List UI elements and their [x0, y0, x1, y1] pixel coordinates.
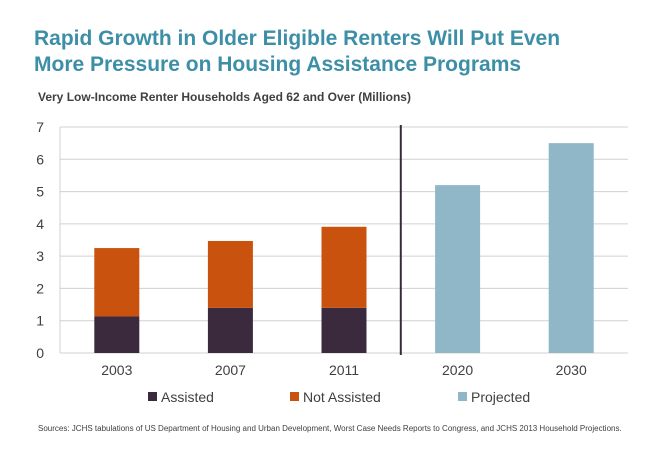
legend-swatch	[290, 392, 299, 401]
y-tick-label: 6	[36, 151, 44, 167]
bar-not-assisted-2003	[94, 248, 140, 317]
legend-swatch	[458, 392, 467, 401]
bar-not-assisted-2011	[321, 226, 367, 308]
legend-label: Projected	[471, 389, 531, 405]
x-tick-label: 2020	[442, 362, 473, 378]
bar-not-assisted-2007	[207, 240, 253, 308]
chart-title-line-1: Rapid Growth in Older Eligible Renters W…	[34, 27, 561, 50]
legend-swatch	[148, 392, 157, 401]
y-tick-label: 3	[36, 248, 44, 264]
y-tick-label: 7	[36, 119, 44, 135]
bar-assisted-2011	[321, 307, 367, 353]
y-tick-label: 0	[36, 345, 44, 361]
source-note: Sources: JCHS tabulations of US Departme…	[38, 424, 622, 433]
chart-subtitle: Very Low-Income Renter Households Aged 6…	[38, 90, 411, 104]
legend-label: Not Assisted	[303, 389, 381, 405]
y-tick-label: 5	[36, 184, 44, 200]
y-tick-label: 4	[36, 216, 44, 232]
bar-assisted-2003	[94, 316, 140, 353]
x-tick-label: 2011	[329, 362, 359, 378]
chart-title-line-2: More Pressure on Housing Assistance Prog…	[34, 53, 522, 76]
x-tick-label: 2003	[101, 362, 132, 378]
bar-projected-2020	[435, 185, 481, 353]
legend-item-not-assisted: Not Assisted	[290, 388, 381, 406]
chart-legend: Assisted Not Assisted Projected	[0, 388, 669, 408]
y-tick-label: 2	[36, 280, 44, 296]
legend-item-assisted: Assisted	[148, 388, 214, 406]
bar-chart: 0 1 2 3 4 5 6 7 2003 2007 2011 2020 2030	[36, 119, 628, 378]
bar-projected-2030	[548, 143, 594, 353]
x-tick-label: 2007	[215, 362, 246, 378]
x-tick-label: 2030	[556, 362, 587, 378]
legend-label: Assisted	[161, 389, 214, 405]
legend-item-projected: Projected	[458, 388, 530, 406]
y-tick-label: 1	[36, 313, 44, 329]
chart-title: Rapid Growth in Older Eligible Renters W…	[34, 26, 654, 78]
bar-assisted-2007	[207, 307, 253, 353]
